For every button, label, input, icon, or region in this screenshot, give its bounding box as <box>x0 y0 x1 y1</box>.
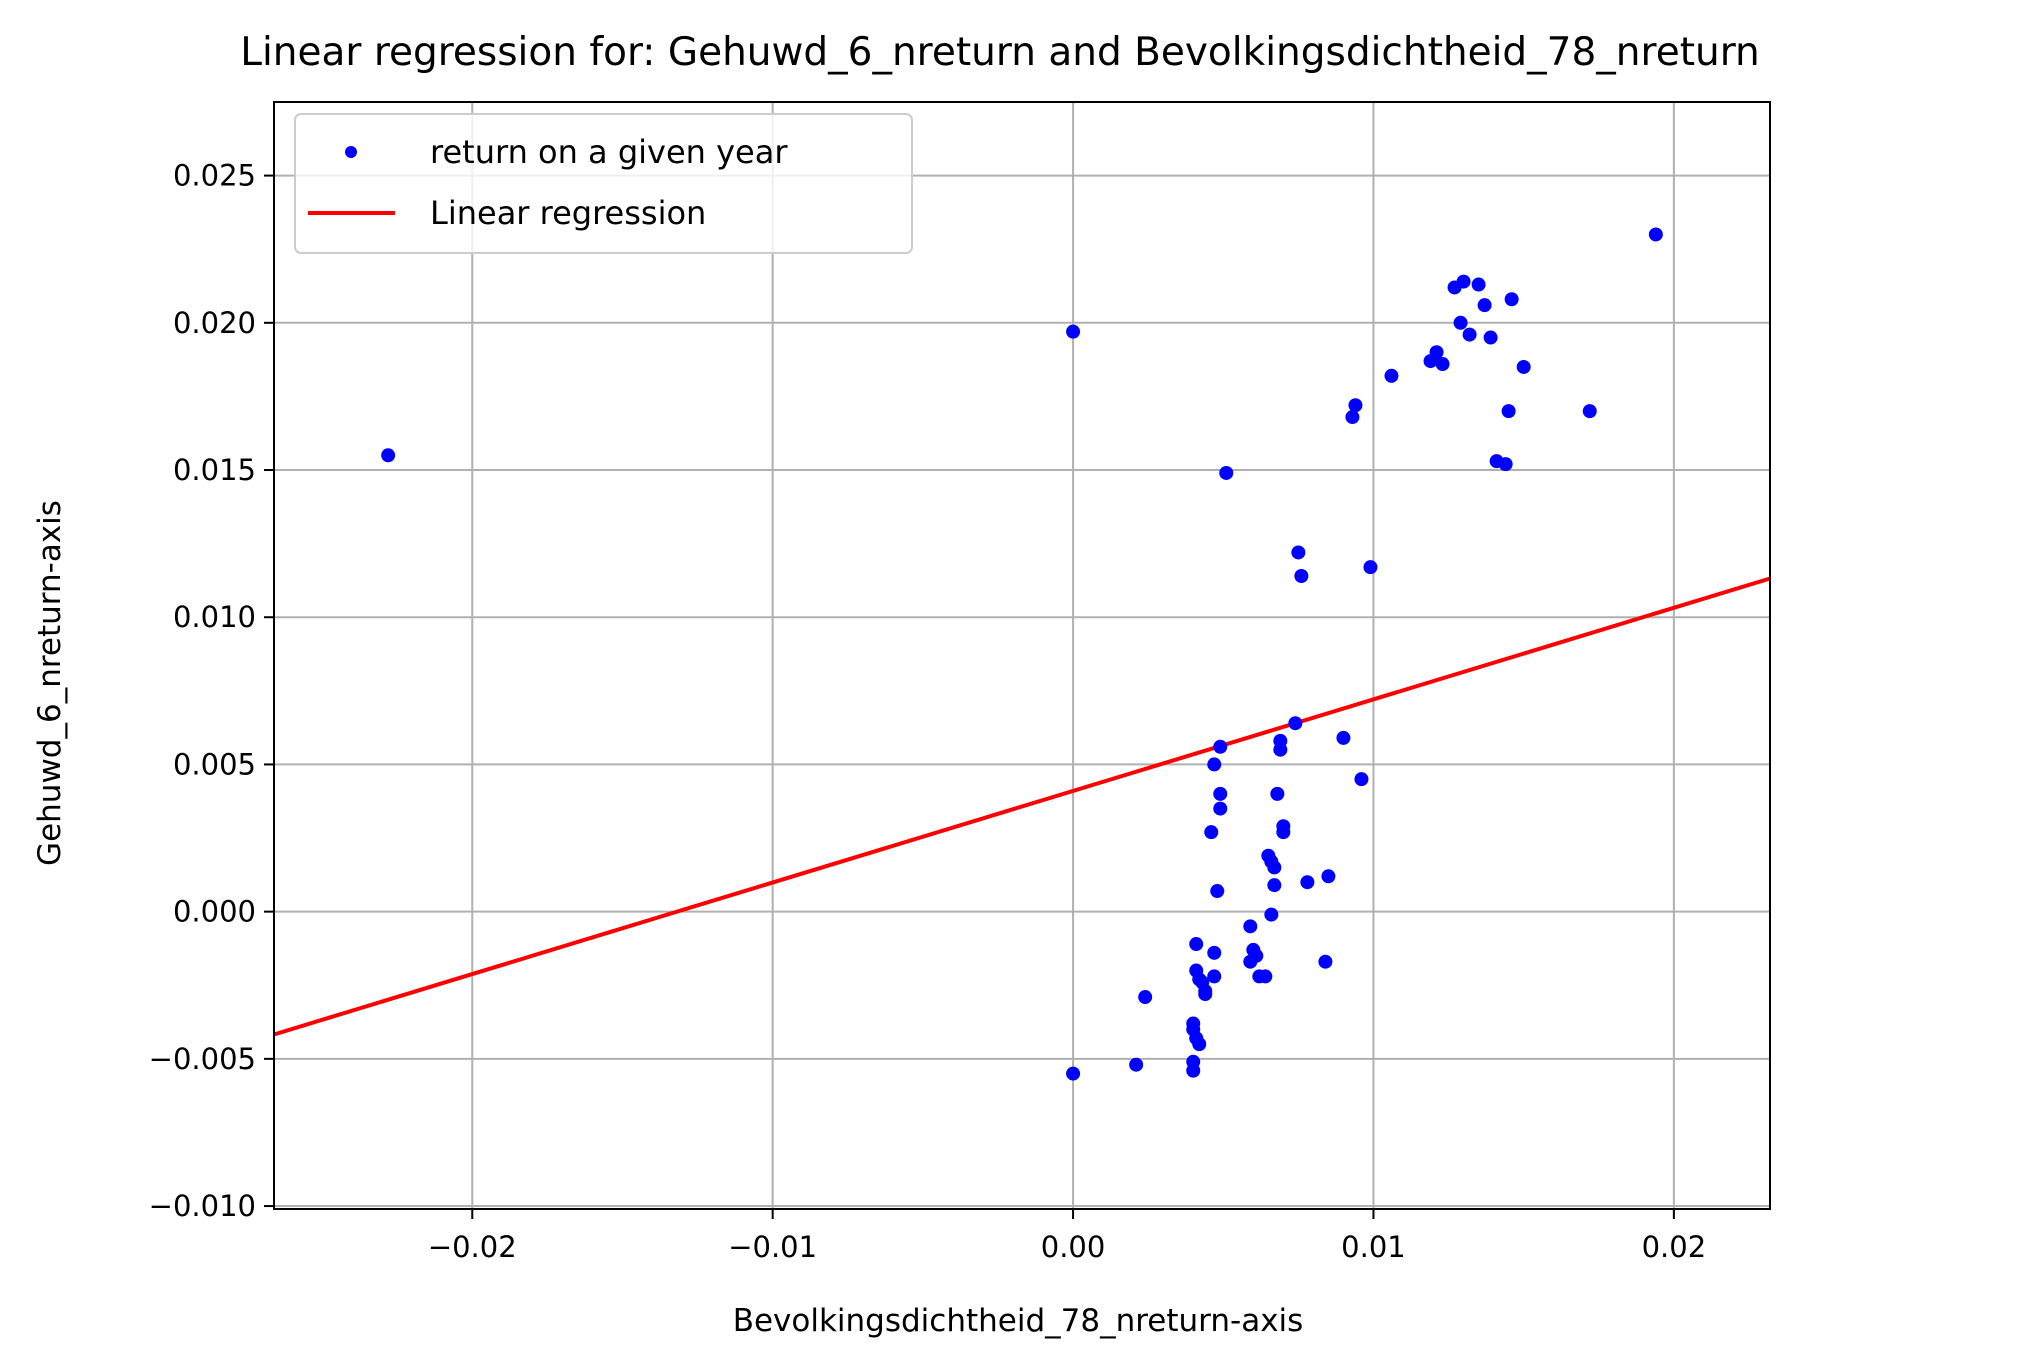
scatter-point <box>1243 919 1258 934</box>
scatter-point <box>1294 569 1309 584</box>
scatter-point <box>1249 948 1264 963</box>
plot-area <box>273 101 1771 1210</box>
scatter-point <box>1066 1066 1081 1081</box>
scatter-point <box>1192 1037 1207 1052</box>
scatter-point <box>1267 860 1282 875</box>
x-tick-label: 0.02 <box>1642 1230 1707 1264</box>
scatter-point <box>1435 357 1450 372</box>
scatter-point <box>1498 457 1513 472</box>
legend-scatter-marker <box>345 146 357 158</box>
x-tick-label: −0.01 <box>728 1230 817 1264</box>
scatter-point <box>1501 404 1516 419</box>
scatter-point <box>1336 730 1351 745</box>
scatter-point <box>1345 410 1360 425</box>
scatter-point <box>1462 327 1477 342</box>
x-tick-label: 0.01 <box>1341 1230 1406 1264</box>
scatter-point <box>1267 878 1282 893</box>
scatter-point <box>1219 465 1234 480</box>
scatter-point <box>1213 739 1228 754</box>
scatter-point <box>1384 368 1399 383</box>
scatter-point <box>1273 742 1288 757</box>
scatter-point <box>1318 954 1333 969</box>
scatter-point <box>1288 716 1303 731</box>
scatter-point <box>1648 227 1663 242</box>
scatter-point <box>1504 292 1519 307</box>
scatter-point <box>1363 560 1378 575</box>
legend: return on a given year Linear regression <box>294 113 913 254</box>
scatter-point <box>1213 786 1228 801</box>
grid-lines <box>274 102 1770 1209</box>
x-tick-label: 0.00 <box>1041 1230 1106 1264</box>
x-axis-ticks: −0.02 −0.01 0.00 0.01 0.02 <box>428 1209 1706 1264</box>
scatter-point <box>1291 545 1306 560</box>
scatter-point <box>1321 869 1336 884</box>
scatter-point <box>1204 825 1219 840</box>
scatter-point <box>1186 1063 1201 1078</box>
legend-label-regression: Linear regression <box>430 194 706 232</box>
scatter-point <box>1213 801 1228 816</box>
scatter-point <box>381 448 396 463</box>
y-tick-label: −0.010 <box>149 1189 256 1223</box>
scatter-point <box>1270 786 1285 801</box>
scatter-point <box>1354 772 1369 787</box>
y-tick-label: 0.020 <box>173 306 256 340</box>
plot-background <box>274 102 1770 1209</box>
scatter-point <box>1066 324 1081 339</box>
y-tick-label: 0.025 <box>173 159 256 193</box>
scatter-point <box>1129 1057 1144 1072</box>
y-tick-label: −0.005 <box>149 1042 256 1076</box>
scatter-point <box>1276 825 1291 840</box>
legend-label-scatter: return on a given year <box>430 133 788 171</box>
chart-title: Linear regression for: Gehuwd_6_nreturn … <box>240 30 1760 75</box>
scatter-point <box>1189 937 1204 952</box>
scatter-point <box>1516 359 1531 374</box>
scatter-point <box>1453 315 1468 330</box>
scatter-point <box>1456 274 1471 289</box>
plot-frame <box>273 101 1771 1210</box>
scatter-point <box>1477 298 1492 313</box>
scatter-point <box>1207 757 1222 772</box>
scatter-point <box>1300 875 1315 890</box>
y-tick-label: 0.010 <box>173 600 256 634</box>
scatter-point <box>1483 330 1498 345</box>
y-axis-label: Gehuwd_6_nreturn-axis <box>32 500 68 866</box>
scatter-point <box>1264 907 1279 922</box>
regression-layer <box>273 576 1771 1037</box>
y-tick-label: 0.015 <box>173 453 256 487</box>
regression-line <box>273 576 1771 1037</box>
scatter-point <box>1471 277 1486 292</box>
x-tick-label: −0.02 <box>428 1230 517 1264</box>
y-tick-label: 0.005 <box>173 747 256 781</box>
scatter-point <box>1582 404 1597 419</box>
scatter-point <box>1348 398 1363 413</box>
scatter-point <box>1198 987 1213 1002</box>
scatter-points <box>381 227 1663 1081</box>
scatter-point <box>1210 884 1225 899</box>
scatter-point <box>1207 945 1222 960</box>
scatter-point <box>1207 969 1222 984</box>
scatter-point <box>1429 345 1444 360</box>
y-axis-ticks: −0.010 −0.005 0.000 0.005 0.010 0.015 0.020 0.0… <box>149 159 274 1223</box>
y-tick-label: 0.000 <box>173 895 256 929</box>
scatter-point <box>1138 990 1153 1005</box>
legend-box <box>294 113 913 254</box>
scatter-point <box>1258 969 1273 984</box>
x-axis-label: Bevolkingsdichtheid_78_nreturn-axis <box>733 1303 1304 1339</box>
